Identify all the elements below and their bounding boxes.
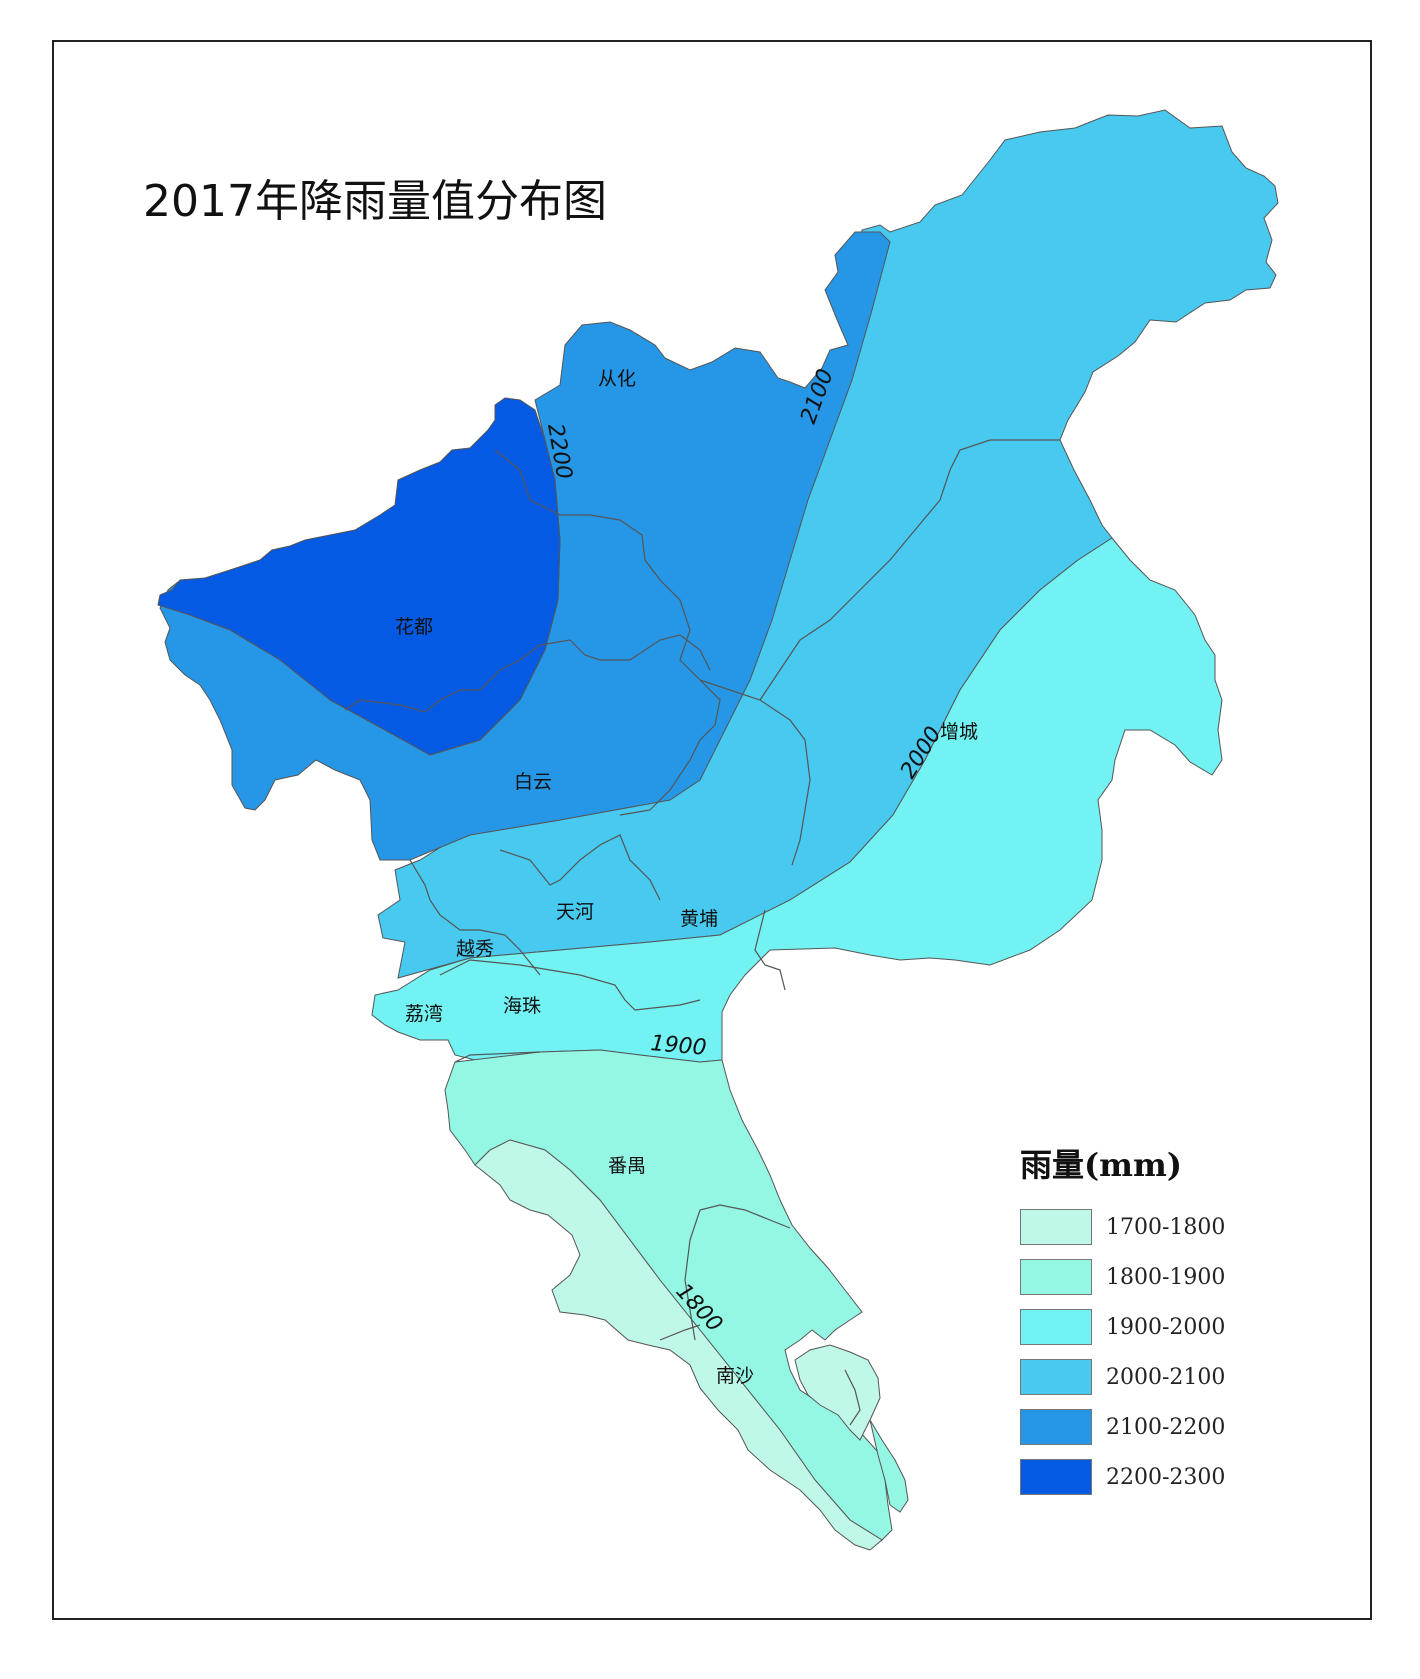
nansha-island	[869, 1419, 909, 1513]
district-label-conghua: 从化	[598, 368, 636, 390]
district-label-yuexiu: 越秀	[456, 938, 494, 960]
legend-item: 1800-1900	[1020, 1252, 1280, 1302]
district-label-tianhe: 天河	[556, 901, 594, 923]
district-label-panyu: 番禺	[608, 1155, 646, 1177]
district-label-zengcheng: 增城	[940, 721, 978, 743]
zone-1700-1800	[474, 1139, 883, 1551]
legend-swatch	[1020, 1459, 1092, 1495]
district-label-haizhu: 海珠	[503, 995, 541, 1017]
legend-swatch	[1020, 1259, 1092, 1295]
legend-swatch	[1020, 1359, 1092, 1395]
legend-item: 2100-2200	[1020, 1402, 1280, 1452]
legend-item: 1900-2000	[1020, 1302, 1280, 1352]
legend: 雨量(mm) 1700-1800 1800-1900 1900-2000 200…	[1020, 1140, 1280, 1502]
legend-label: 2000-2100	[1106, 1364, 1226, 1390]
contour-label-1900: 1900	[649, 1031, 707, 1061]
district-label-nansha: 南沙	[716, 1365, 754, 1387]
legend-label: 1900-2000	[1106, 1314, 1226, 1340]
legend-item: 2200-2300	[1020, 1452, 1280, 1502]
legend-item: 2000-2100	[1020, 1352, 1280, 1402]
legend-swatch	[1020, 1209, 1092, 1245]
district-boundaries	[344, 439, 1060, 1426]
legend-label: 1700-1800	[1106, 1214, 1226, 1240]
legend-title: 雨量(mm)	[1020, 1146, 1183, 1184]
zone-1900-2000	[371, 537, 1223, 1063]
district-label-huangpu: 黄埔	[680, 908, 718, 930]
legend-swatch	[1020, 1309, 1092, 1345]
legend-swatch	[1020, 1409, 1092, 1445]
district-label-baiyun: 白云	[514, 771, 552, 793]
map-title: 2017年降雨量值分布图	[143, 176, 607, 227]
district-label-liwan: 荔湾	[405, 1003, 443, 1025]
legend-item: 1700-1800	[1020, 1202, 1280, 1252]
district-label-huadu: 花都	[395, 616, 433, 638]
zone-2200-2300	[157, 397, 561, 756]
legend-label: 2200-2300	[1106, 1464, 1226, 1490]
legend-label: 1800-1900	[1106, 1264, 1226, 1290]
legend-label: 2100-2200	[1106, 1414, 1226, 1440]
